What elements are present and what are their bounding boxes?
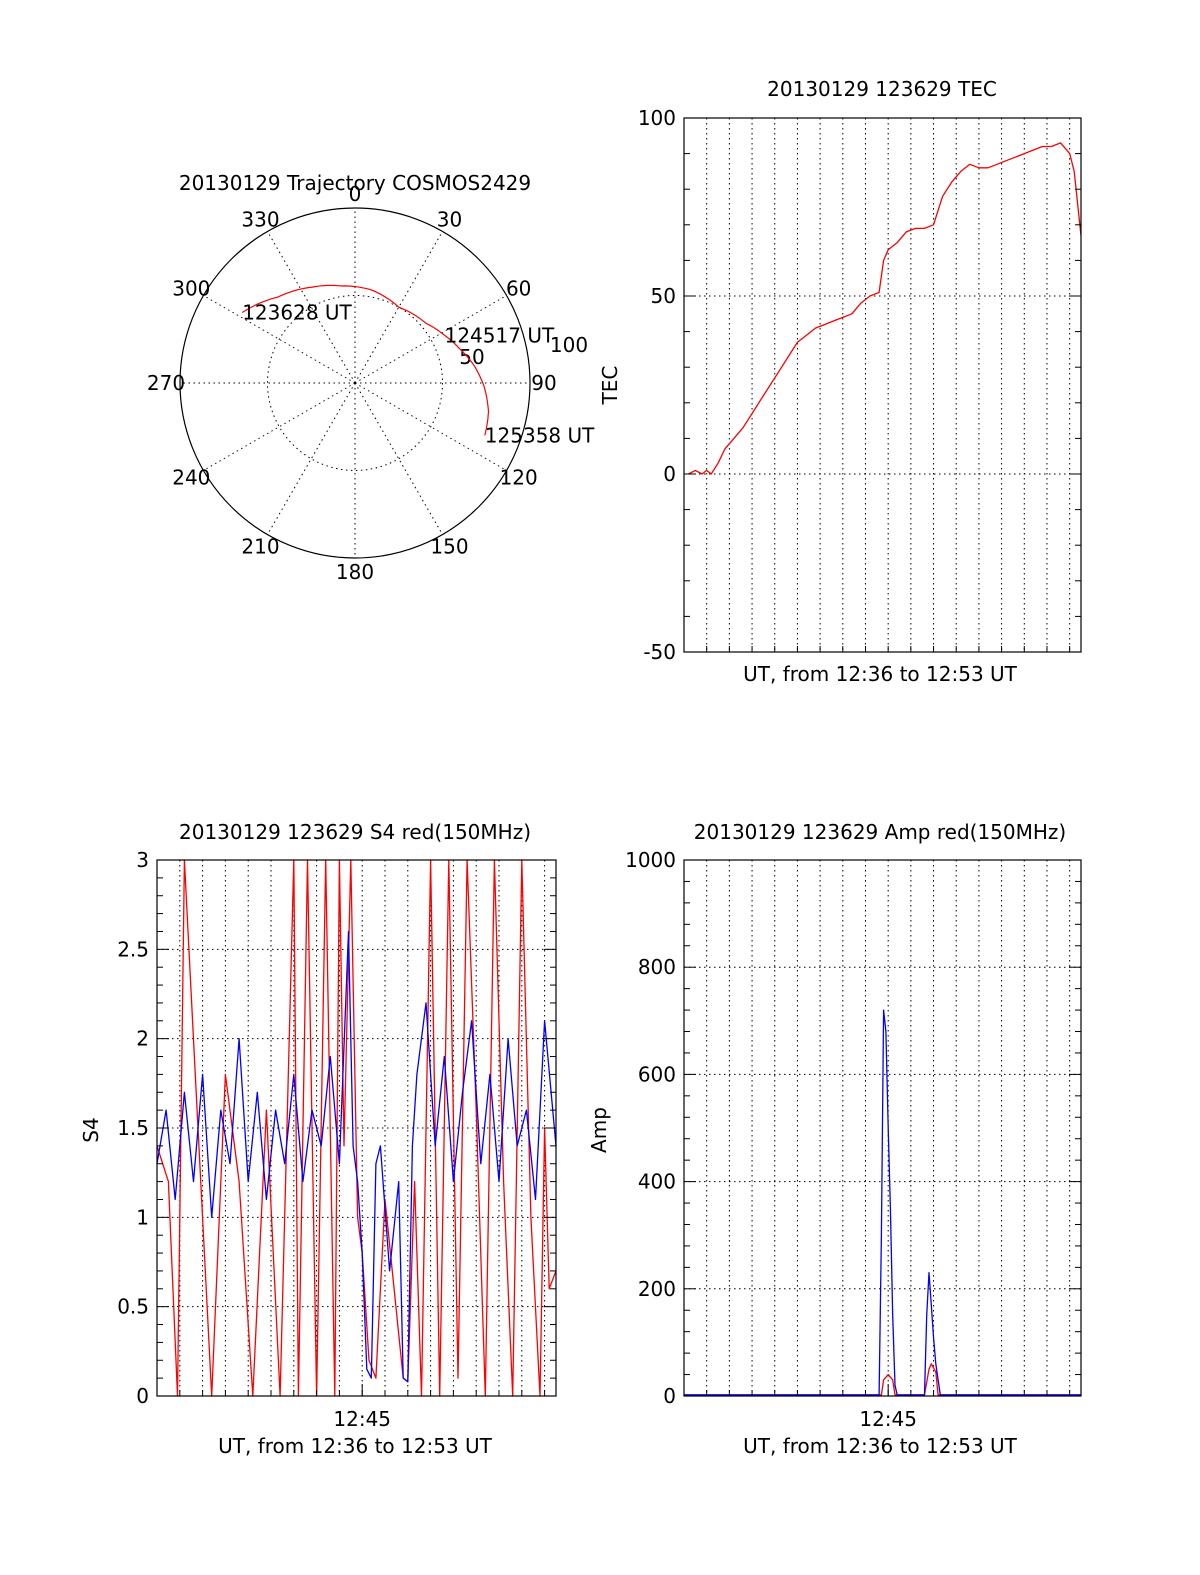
y-tick-label: 3	[136, 848, 149, 872]
polar-grid-spoke	[267, 382, 356, 535]
tec-panel: 20130129 123629 TEC -50 0 50 100 TEC UT, fr…	[598, 77, 1082, 686]
polar-annotations: 123628 UT 124517 UT 125358 UT	[242, 301, 595, 448]
y-tick-label: 2.5	[117, 937, 149, 961]
polar-angle-label: 60	[506, 277, 531, 301]
s4-series	[156, 859, 557, 1397]
amp-series	[684, 1009, 1081, 1396]
polar-trajectory-panel: 20130129 Trajectory COSMOS2429 030609012…	[147, 171, 595, 584]
amp-x-label: UT, from 12:36 to 12:53 UT	[743, 1434, 1018, 1458]
polar-angle-label: 150	[430, 535, 468, 559]
polar-angle-label: 240	[172, 466, 210, 490]
polar-grid-spoke	[354, 382, 507, 471]
polar-radial-label: 100	[550, 333, 588, 357]
polar-grid-spoke	[354, 231, 443, 384]
amp-grid	[684, 860, 1081, 1396]
x-tick-label: 12:45	[859, 1407, 917, 1431]
tec-ticks: -50 0 50 100	[638, 106, 1081, 664]
series-line	[156, 930, 557, 1383]
polar-angle-label: 300	[172, 277, 210, 301]
polar-time-annotation: 125358 UT	[485, 423, 595, 447]
y-tick-label: 400	[638, 1170, 676, 1194]
amp-panel: 20130129 123629 Amp red(150MHz) 0 200 400 6…	[587, 820, 1082, 1458]
series-line	[156, 859, 557, 1397]
y-tick-label: 1000	[625, 848, 676, 872]
y-tick-label: 50	[651, 284, 676, 308]
polar-angle-label: 30	[437, 207, 462, 231]
polar-angle-label: 330	[241, 207, 279, 231]
s4-ticks: 0 0.5 1 1.5 2 2.5 3 12:45	[117, 848, 556, 1431]
y-tick-label: 2	[136, 1027, 149, 1051]
y-tick-label: 800	[638, 955, 676, 979]
y-tick-label: 600	[638, 1062, 676, 1086]
s4-y-label: S4	[79, 1117, 103, 1142]
polar-grid-spoke	[203, 382, 356, 471]
y-tick-label: 1.5	[117, 1116, 149, 1140]
polar-time-annotation: 124517 UT	[445, 323, 555, 347]
series-line	[688, 142, 1082, 475]
s4-title: 20130129 123629 S4 red(150MHz)	[179, 820, 531, 844]
polar-outer-circle	[179, 207, 531, 559]
polar-angle-label: 210	[241, 535, 279, 559]
amp-ticks: 0 200 400 600 800 1000 12:45	[625, 848, 1081, 1431]
polar-grid-spoke	[267, 231, 356, 384]
polar-radial-label: 50	[459, 345, 484, 369]
tec-y-label: TEC	[598, 366, 622, 406]
polar-grid-spoke	[203, 295, 356, 384]
polar-grid-spoke	[354, 382, 443, 535]
series-line	[684, 1009, 1081, 1396]
y-tick-label: 0	[663, 1384, 676, 1408]
y-tick-label: 0	[663, 462, 676, 486]
amp-title: 20130129 123629 Amp red(150MHz)	[694, 820, 1066, 844]
polar-angle-label: 120	[500, 466, 538, 490]
polar-grid	[180, 208, 530, 558]
polar-radial-labels: 50 100	[459, 333, 588, 369]
y-tick-label: 100	[638, 106, 676, 130]
polar-angle-label: 0	[349, 182, 362, 206]
satellite-track	[241, 284, 490, 436]
polar-grid-spoke	[354, 295, 507, 384]
s4-x-label: UT, from 12:36 to 12:53 UT	[218, 1434, 493, 1458]
y-tick-label: 0	[136, 1384, 149, 1408]
y-tick-label: 0.5	[117, 1295, 149, 1319]
polar-angle-label: 270	[147, 371, 185, 395]
y-tick-label: -50	[643, 640, 676, 664]
tec-title: 20130129 123629 TEC	[767, 77, 997, 101]
polar-angle-label: 180	[336, 560, 374, 584]
tec-plot-frame	[683, 117, 1082, 653]
tec-x-label: UT, from 12:36 to 12:53 UT	[743, 662, 1018, 686]
polar-angle-labels: 0 30 60 90 120 150 180 210 240 270 300 330	[147, 182, 557, 584]
polar-title: 20130129 Trajectory COSMOS2429	[179, 171, 531, 195]
amp-plot-frame	[683, 859, 1082, 1397]
y-tick-label: 1	[136, 1205, 149, 1229]
polar-angle-label: 90	[531, 371, 556, 395]
polar-time-annotation: 123628 UT	[242, 301, 352, 325]
polar-grid-ring	[267, 295, 443, 471]
tec-series	[688, 142, 1082, 475]
y-tick-label: 200	[638, 1277, 676, 1301]
tec-grid	[684, 118, 1081, 652]
series-line	[684, 1363, 1081, 1396]
amp-y-label: Amp	[587, 1107, 611, 1153]
s4-panel: 20130129 123629 S4 red(150MHz) 0 0.5 1 1.5 2…	[79, 820, 557, 1458]
x-tick-label: 12:45	[333, 1407, 391, 1431]
